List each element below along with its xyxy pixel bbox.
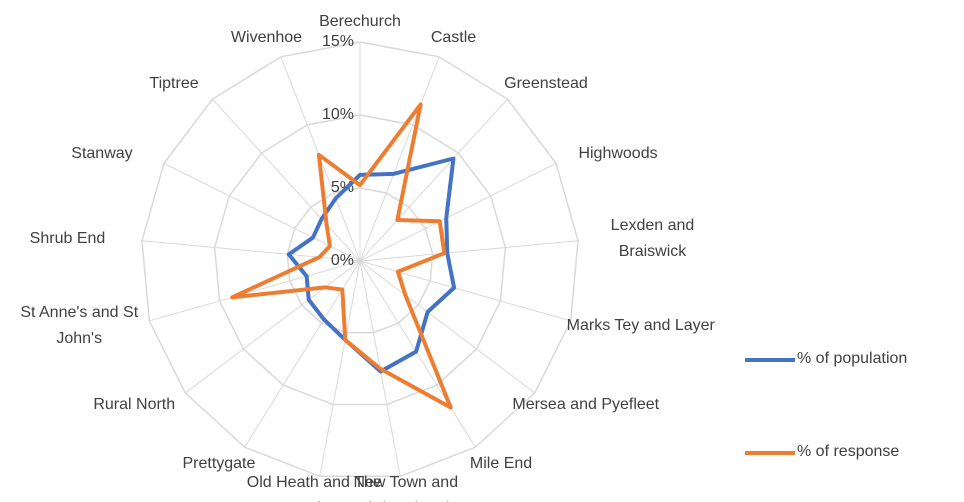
legend-label: % of response xyxy=(797,443,900,460)
spoke xyxy=(359,260,536,394)
spoke xyxy=(141,240,361,262)
spoke xyxy=(359,260,571,322)
category-label: Lexden and Braiswick xyxy=(610,216,695,260)
grid-ring xyxy=(286,187,434,334)
category-label: Castle xyxy=(430,29,477,47)
category-label: Rural North xyxy=(93,396,176,414)
spoke xyxy=(359,240,579,262)
r-tick-label: 0% xyxy=(331,252,354,269)
category-label: Shrub End xyxy=(29,229,106,247)
category-label: Highwoods xyxy=(578,145,658,163)
spoke xyxy=(359,260,476,448)
category-label: Berechurch xyxy=(319,13,401,30)
spoke xyxy=(149,260,361,322)
series-line xyxy=(230,102,453,410)
category-label: Marks Tey and Layer xyxy=(566,317,715,335)
category-label: Mersea and Pyefleet xyxy=(512,396,660,414)
category-label: Greenstead xyxy=(504,75,588,93)
category-label: Stanway xyxy=(71,145,133,163)
category-label: St Anne's and St John's xyxy=(20,304,139,348)
spoke xyxy=(319,260,361,477)
spoke xyxy=(359,98,508,262)
category-label: Wivenhoe xyxy=(230,29,303,47)
r-tick-label: 10% xyxy=(322,106,354,123)
spoke xyxy=(359,56,440,262)
grid-ring xyxy=(141,41,579,478)
r-tick-label: 5% xyxy=(331,179,354,196)
spoke xyxy=(184,260,361,394)
spoke xyxy=(212,98,361,262)
spoke xyxy=(359,162,557,262)
legend-label: % of population xyxy=(797,350,908,367)
spoke xyxy=(163,162,361,262)
r-tick-label: 15% xyxy=(322,33,354,50)
category-label: Prettygate xyxy=(182,455,256,473)
category-label: Tiptree xyxy=(149,75,199,93)
grid-ring xyxy=(213,114,507,406)
category-label: Old Heath and The Hythe xyxy=(246,473,382,502)
category-label: Mile End xyxy=(469,455,533,473)
category-label: New Town and Christ Church xyxy=(353,473,459,502)
